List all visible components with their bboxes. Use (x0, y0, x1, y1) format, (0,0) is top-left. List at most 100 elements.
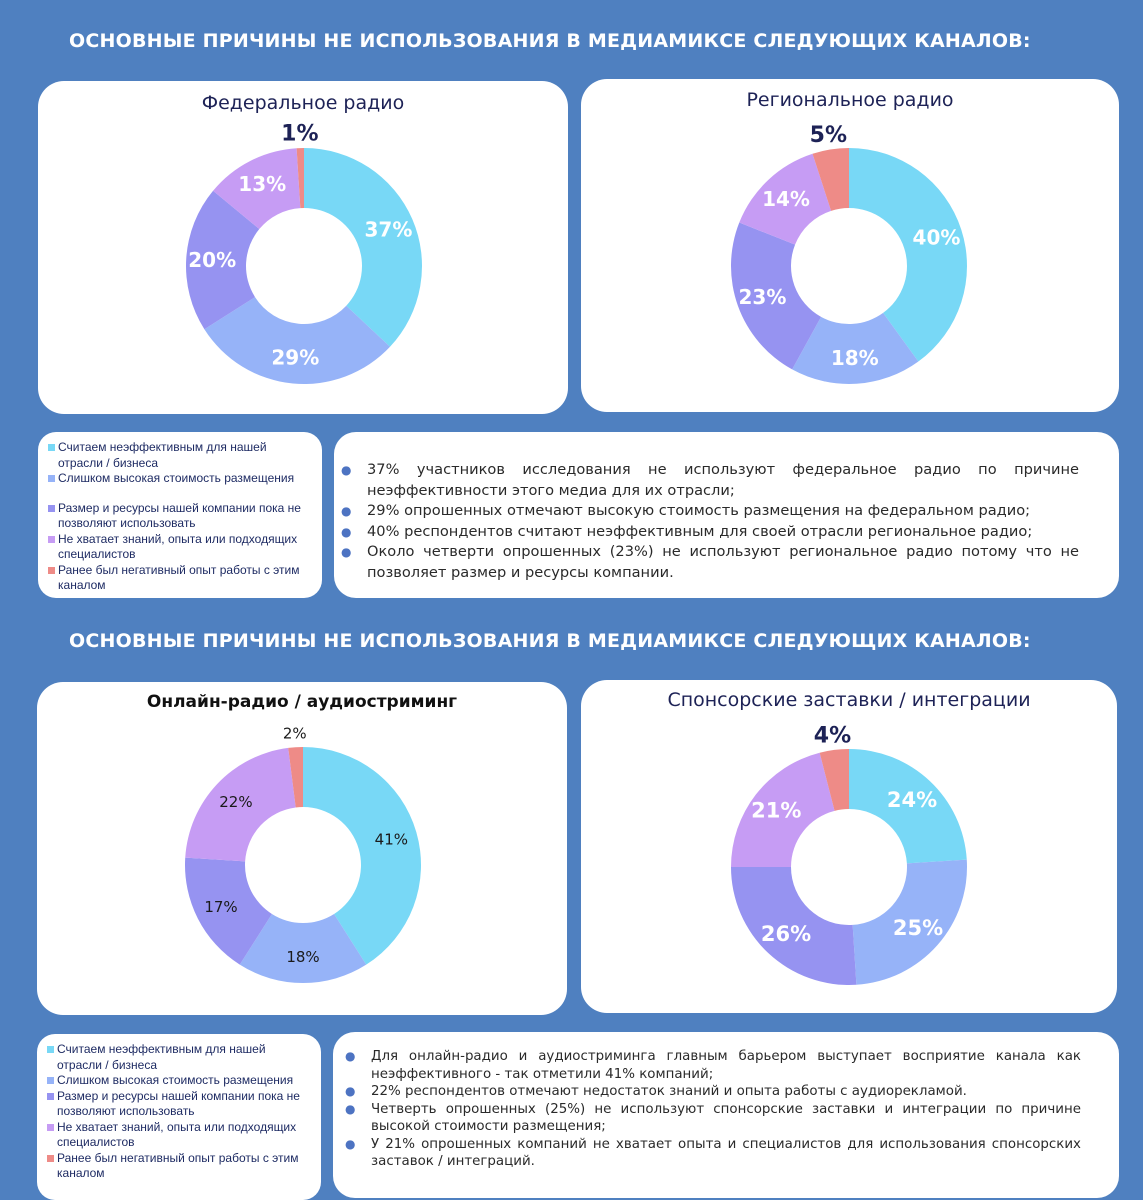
chart-card-federal-radio: Федеральное радио 37% 29% 20% 13% 1% (38, 81, 568, 414)
legend-label: Ранее был негативный опыт работы с этим … (57, 1150, 299, 1181)
slice-no-knowledge (731, 752, 835, 867)
slice-label-negative-experience: 4% (814, 724, 851, 749)
legend-item-high-cost: Слишком высокая стоимость размещения (48, 471, 314, 487)
bullet-icon: ● (345, 1049, 356, 1063)
slice-label-high-cost: 18% (286, 948, 319, 966)
slice-high-cost (239, 913, 367, 983)
slice-label-ineffective: 37% (364, 217, 412, 241)
slice-label-ineffective: 40% (913, 226, 961, 250)
slice-label-no-knowledge: 22% (219, 793, 252, 811)
legend-swatch-resources (48, 504, 55, 512)
legend-1: Считаем неэффективным для нашей отрасли … (38, 432, 322, 598)
slice-resources (186, 190, 260, 330)
slice-no-knowledge (213, 148, 301, 230)
legend-label: Не хватает знаний, опыта или подходящих … (57, 1119, 297, 1150)
chart-title-online-radio: Онлайн-радио / аудиостриминг (146, 692, 458, 712)
note-text: 40% респондентов считают неэффективным д… (367, 522, 1033, 540)
bullet-icon: ● (341, 463, 352, 477)
bullet-icon: ● (341, 524, 352, 539)
legend-2: Считаем неэффективным для нашей отрасли … (37, 1034, 321, 1200)
slice-negative-experience (288, 747, 303, 808)
slice-label-high-cost: 25% (893, 916, 943, 940)
legend-label: Считаем неэффективным для нашей отрасли … (58, 440, 267, 470)
note-item: ● У 21% опрошенных компаний не хватает оп… (345, 1136, 1081, 1171)
slice-label-no-knowledge: 14% (762, 187, 810, 211)
legend-swatch-high-cost (47, 1077, 54, 1084)
donut-chart-federal-radio: 37% 29% 20% 13% 1% (186, 122, 422, 384)
slice-high-cost (852, 859, 967, 985)
slice-negative-experience (819, 749, 849, 811)
legend-item-no-knowledge: Не хватает знаний, опыта или подходящих … (48, 532, 314, 563)
donut-chart-online-radio: 41% 18% 17% 22% 2% (185, 724, 421, 983)
slice-label-resources: 23% (739, 285, 787, 309)
slice-label-high-cost: 18% (831, 346, 879, 370)
note-text: Для онлайн-радио и аудиостриминга главны… (371, 1049, 1081, 1082)
note-text: Около четверти опрошенных (23%) не испол… (367, 543, 1079, 581)
slice-label-resources: 26% (761, 922, 811, 946)
slice-label-ineffective: 24% (887, 788, 937, 812)
section-title-1: ОСНОВНЫЕ ПРИЧИНЫ НЕ ИСПОЛЬЗОВАНИЯ В МЕДИ… (69, 30, 1031, 52)
legend-label: Слишком высокая стоимость размещения (57, 1073, 294, 1087)
slice-label-resources: 17% (204, 898, 237, 916)
note-text: 29% опрошенных отмечают высокую стоимост… (367, 502, 1031, 519)
legend-item-high-cost: Слишком высокая стоимость размещения (47, 1073, 313, 1089)
note-text: 37% участников исследования не использую… (367, 461, 1079, 499)
legend-swatch-negative-experience (48, 566, 55, 574)
donut-chart-sponsor-integrations: 24% 25% 26% 21% 4% (731, 724, 967, 985)
note-item: ● 22% респондентов отмечают недостаток зн… (345, 1083, 1081, 1101)
notes-panel-2: ● Для онлайн-радио и аудиостриминга главн… (333, 1032, 1119, 1198)
slice-label-high-cost: 29% (271, 346, 319, 370)
slice-resources (185, 857, 272, 965)
slice-negative-experience (296, 148, 304, 209)
legend-swatch-negative-experience (47, 1154, 54, 1162)
legend-item-ineffective: Считаем неэффективным для нашей отрасли … (48, 440, 314, 471)
donut-chart-regional-radio: 40% 18% 23% 14% 5% (731, 123, 967, 384)
note-item: ● 37% участников исследования не использу… (341, 460, 1079, 501)
bullet-icon: ● (345, 1101, 356, 1116)
slice-high-cost (792, 312, 919, 384)
slice-label-no-knowledge: 21% (751, 799, 801, 823)
slice-ineffective (849, 749, 967, 864)
bullet-icon: ● (345, 1136, 356, 1151)
slice-label-negative-experience: 5% (810, 123, 847, 148)
legend-label: Размер и ресурсы нашей компании пока не … (57, 1088, 300, 1119)
slice-high-cost (204, 297, 391, 384)
notes-panel-1: ● 37% участников исследования не использу… (334, 432, 1119, 598)
legend-item-negative-experience: Ранее был негативный опыт работы с этим … (48, 563, 314, 594)
chart-title-federal-radio: Федеральное радио (201, 92, 405, 114)
slice-resources (731, 867, 857, 985)
note-text: Четверть опрошенных (25%) не используют … (371, 1101, 1081, 1135)
slice-label-no-knowledge: 13% (238, 172, 286, 196)
legend-item-resources: Размер и ресурсы нашей компании пока не … (48, 501, 314, 532)
slice-label-resources: 20% (188, 248, 236, 272)
chart-card-sponsor-integrations: Спонсорские заставки / интеграции 24% 25%… (581, 680, 1117, 1013)
note-item: ● 29% опрошенных отмечают высокую стоимос… (341, 501, 1079, 522)
legend-label: Ранее был негативный опыт работы с этим … (58, 562, 300, 593)
legend-item-no-knowledge: Не хватает знаний, опыта или подходящих … (47, 1120, 313, 1151)
slice-label-negative-experience: 1% (281, 122, 318, 147)
legend-label: Считаем неэффективным для нашей отрасли … (57, 1042, 266, 1072)
note-item: ● Для онлайн-радио и аудиостриминга главн… (345, 1048, 1081, 1083)
legend-item-resources: Размер и ресурсы нашей компании пока не … (47, 1089, 313, 1120)
slice-ineffective (303, 747, 421, 965)
slice-label-negative-experience: 2% (283, 724, 307, 742)
bullet-icon: ● (345, 1084, 356, 1098)
note-item: ● Четверть опрошенных (25%) не используют… (345, 1101, 1081, 1136)
note-text: У 21% опрошенных компаний не хватает опы… (371, 1136, 1081, 1170)
bullet-icon: ● (341, 545, 352, 559)
chart-title-regional-radio: Региональное радио (746, 89, 954, 111)
legend-swatch-no-knowledge (48, 535, 55, 543)
chart-card-regional-radio: Региональное радио 40% 18% 23% 14% 5% (581, 79, 1119, 412)
note-text: 22% респондентов отмечают недостаток зна… (371, 1084, 967, 1099)
legend-swatch-resources (47, 1092, 54, 1100)
slice-no-knowledge (185, 747, 296, 862)
section-title-2: ОСНОВНЫЕ ПРИЧИНЫ НЕ ИСПОЛЬЗОВАНИЯ В МЕДИ… (69, 630, 1031, 652)
legend-label: Слишком высокая стоимость размещения (58, 471, 295, 485)
legend-swatch-no-knowledge (47, 1123, 54, 1131)
bullet-icon: ● (341, 504, 352, 518)
legend-swatch-ineffective (47, 1046, 54, 1053)
note-item: ● Около четверти опрошенных (23%) не испо… (341, 542, 1079, 583)
slice-no-knowledge (739, 153, 832, 245)
slice-label-ineffective: 41% (375, 830, 408, 848)
slice-ineffective (304, 148, 422, 347)
